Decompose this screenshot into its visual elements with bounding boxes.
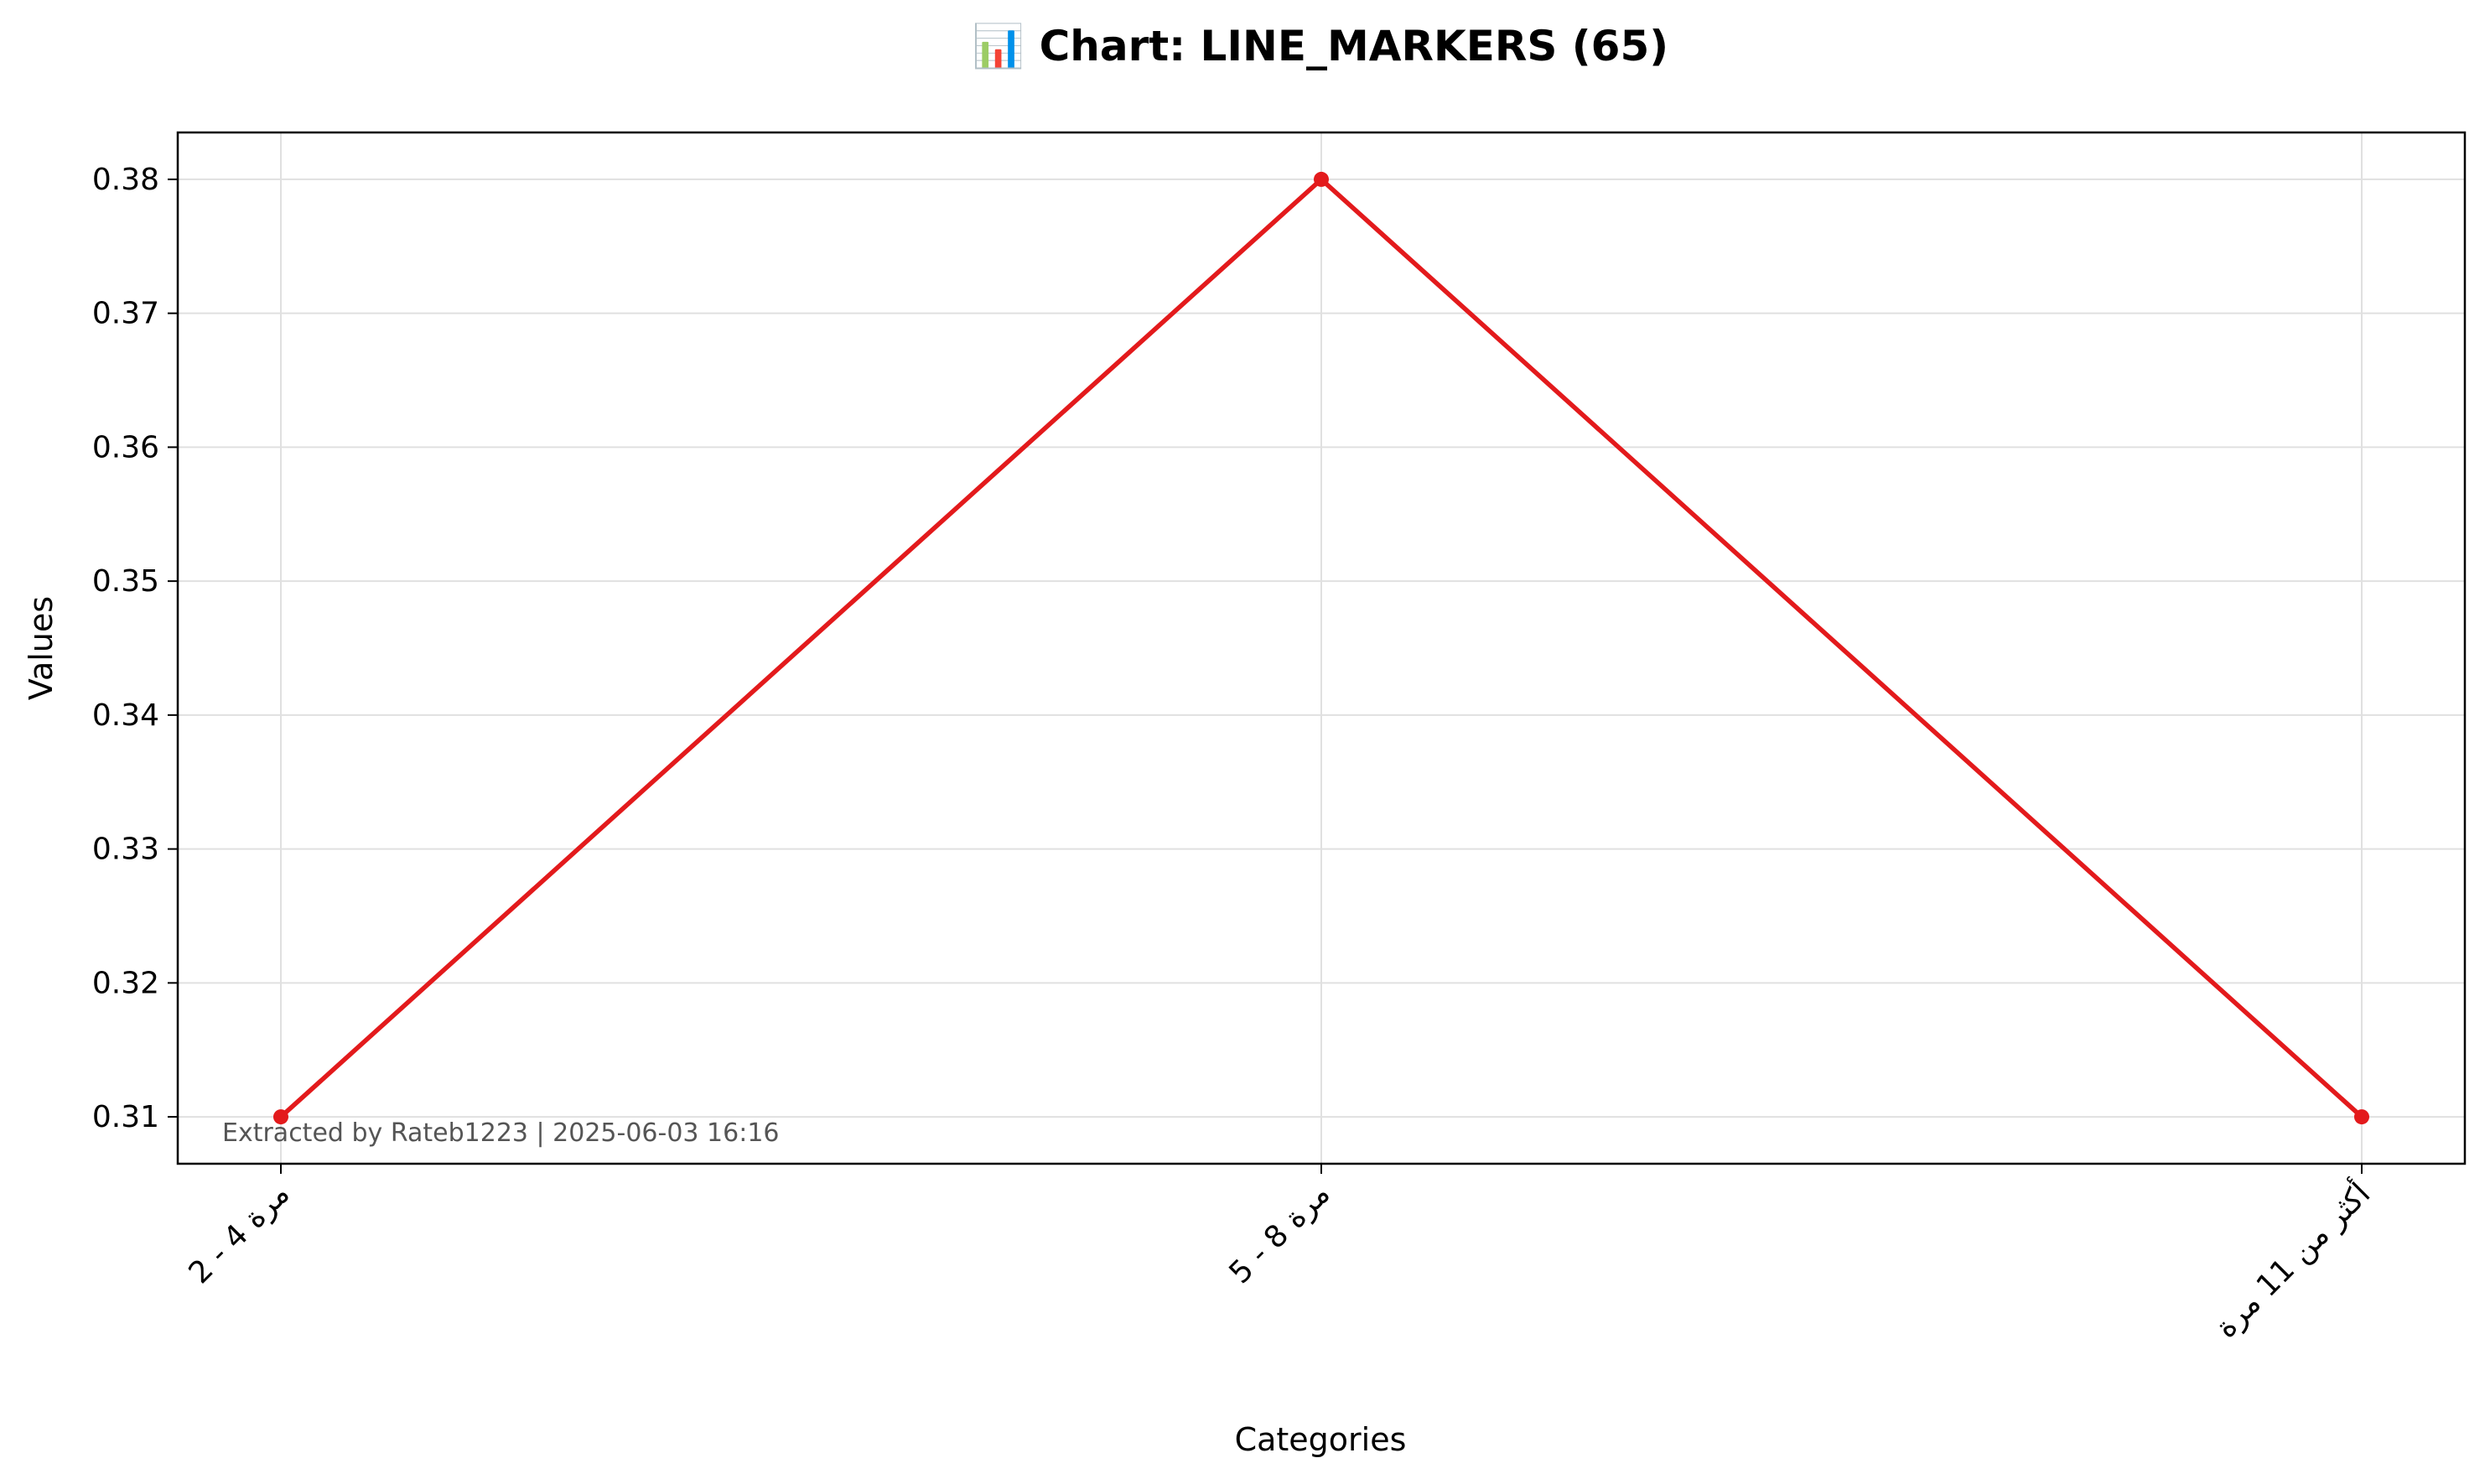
y-tick-label: 0.38 <box>92 163 159 197</box>
extraction-note: Extracted by Rateb1223 | 2025-06-03 16:1… <box>222 1118 780 1148</box>
x-axis-label: Categories <box>1235 1421 1407 1458</box>
y-axis: 0.31 0.32 0.33 0.34 0.35 0.36 0.37 0.38 <box>92 163 178 1134</box>
x-tick-label: 2 - 4 مرة <box>182 1176 296 1290</box>
y-axis-label: Values <box>23 596 60 700</box>
y-tick-label: 0.36 <box>92 430 159 464</box>
data-point <box>1314 171 1329 187</box>
data-point <box>2354 1109 2369 1125</box>
y-tick-label: 0.31 <box>92 1100 159 1134</box>
y-tick-label: 0.32 <box>92 966 159 1000</box>
series-layer <box>273 171 2369 1125</box>
grid <box>178 132 2465 1164</box>
y-tick-label: 0.33 <box>92 833 159 867</box>
y-tick-label: 0.34 <box>92 698 159 733</box>
y-tick-label: 0.37 <box>92 297 159 331</box>
x-tick-label: أكثر من 11 مرة <box>2207 1175 2377 1345</box>
x-axis: 2 - 4 مرة 5 - 8 مرة أكثر من 11 مرة <box>182 1164 2377 1345</box>
y-tick-label: 0.35 <box>92 564 159 599</box>
chart-title: 📊 Chart: LINE_MARKERS (65) <box>973 22 1668 70</box>
data-point <box>273 1109 288 1125</box>
x-tick-label: 5 - 8 مرة <box>1222 1176 1336 1290</box>
